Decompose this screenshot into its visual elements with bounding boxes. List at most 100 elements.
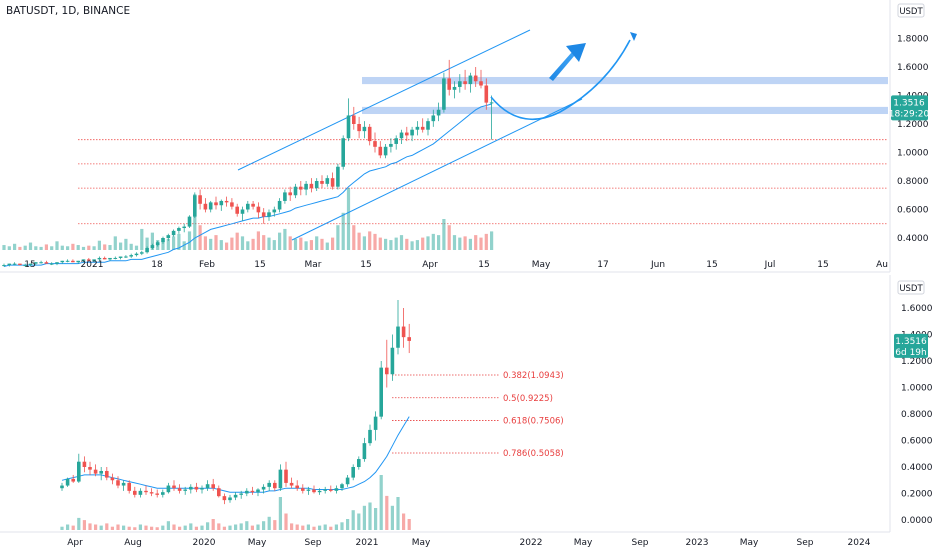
candle [484,78,489,110]
candle [222,493,227,505]
volume-bar [211,519,215,530]
candle-body [198,195,202,204]
volume-bar [385,495,389,530]
candle-body [166,485,171,493]
volume-bar [312,526,316,530]
arrow-shaft [549,52,575,81]
xtick-label: 15 [706,260,717,270]
volume-bar [442,219,446,250]
candle-body [420,126,425,130]
candle-body [18,263,22,266]
candle [233,492,238,501]
candle-body [224,200,229,203]
candle-body [140,252,144,254]
candle-body [407,337,411,341]
candle [431,109,436,127]
volume-bar [452,235,457,250]
volume-bar [28,242,33,250]
candle-body [177,488,182,491]
volume-bar [341,212,345,250]
candle [415,121,420,136]
candle-body [383,146,388,156]
candle [224,196,229,207]
candle [121,480,126,491]
candle-body [362,126,367,132]
candle-body [325,178,330,184]
chart-title: BATUSDT, 1D, BINANCE [6,5,130,17]
candle-body [7,263,12,266]
candle-body [442,78,446,110]
volume-bar [273,520,277,530]
candle [108,257,112,261]
volume-bar [290,523,294,530]
candle [65,259,70,263]
candle [116,476,120,489]
candle [378,141,383,159]
volume-bar [278,497,282,530]
xtick-label: 2022 [520,538,543,548]
candle [161,236,165,244]
volume-bar [172,236,176,250]
volume-bar [214,235,218,250]
volume-bar [351,510,355,530]
candle [357,116,361,139]
candle [23,263,27,267]
volume-bar [299,237,303,250]
candle [211,478,215,491]
candle-body [55,262,59,264]
top-chart-panel: BATUSDT, 1D, BINANCE 21.80001.60001.4000… [0,0,929,273]
candle [246,200,250,213]
volume-bar [390,505,394,530]
volume-bar [323,524,327,530]
candle [452,81,457,99]
candle [272,206,277,217]
volume-bar [346,519,350,530]
volume-bar [278,232,282,250]
volume-bar [262,235,266,250]
ytick-label: 0.4000 [897,234,929,244]
candle-body [76,260,80,263]
candle [340,482,344,491]
candle [2,263,6,267]
candle [219,199,224,211]
candle [113,256,118,260]
candle [55,262,59,266]
candle [145,246,149,254]
volume-bar [267,516,271,530]
volume-bar [230,237,234,250]
volume-bar [13,243,17,250]
candle-body [401,326,406,338]
candle [214,196,218,210]
xtick-label: Jun [650,260,665,270]
candle-body [97,257,102,260]
volume-bar [362,505,366,530]
candle [301,484,305,494]
candle [60,260,65,264]
ytick-label: 0.8000 [897,177,929,187]
candle-body [134,253,139,256]
volume-bar [113,236,117,250]
candle-body [77,461,81,482]
candle [396,300,400,355]
volume-bar [410,241,414,250]
candle [217,485,221,498]
volume-bar [267,237,271,250]
candle-body [239,493,243,495]
candle-body [150,245,155,248]
candle-body [329,489,333,491]
xtick-label: Feb [199,260,215,270]
volume-bar [150,232,154,250]
volume-bar [379,475,383,530]
xtick-label: Sep [305,538,322,548]
volume-bar [193,194,197,250]
candle [99,467,103,481]
candle-body [261,486,266,490]
candle-body [144,490,148,493]
volume-bar [426,236,430,250]
volume-bar [431,233,435,250]
candle [189,484,193,494]
candle [34,262,38,266]
candle-body [183,489,187,491]
volume-bar [166,521,170,530]
candle [187,215,192,229]
